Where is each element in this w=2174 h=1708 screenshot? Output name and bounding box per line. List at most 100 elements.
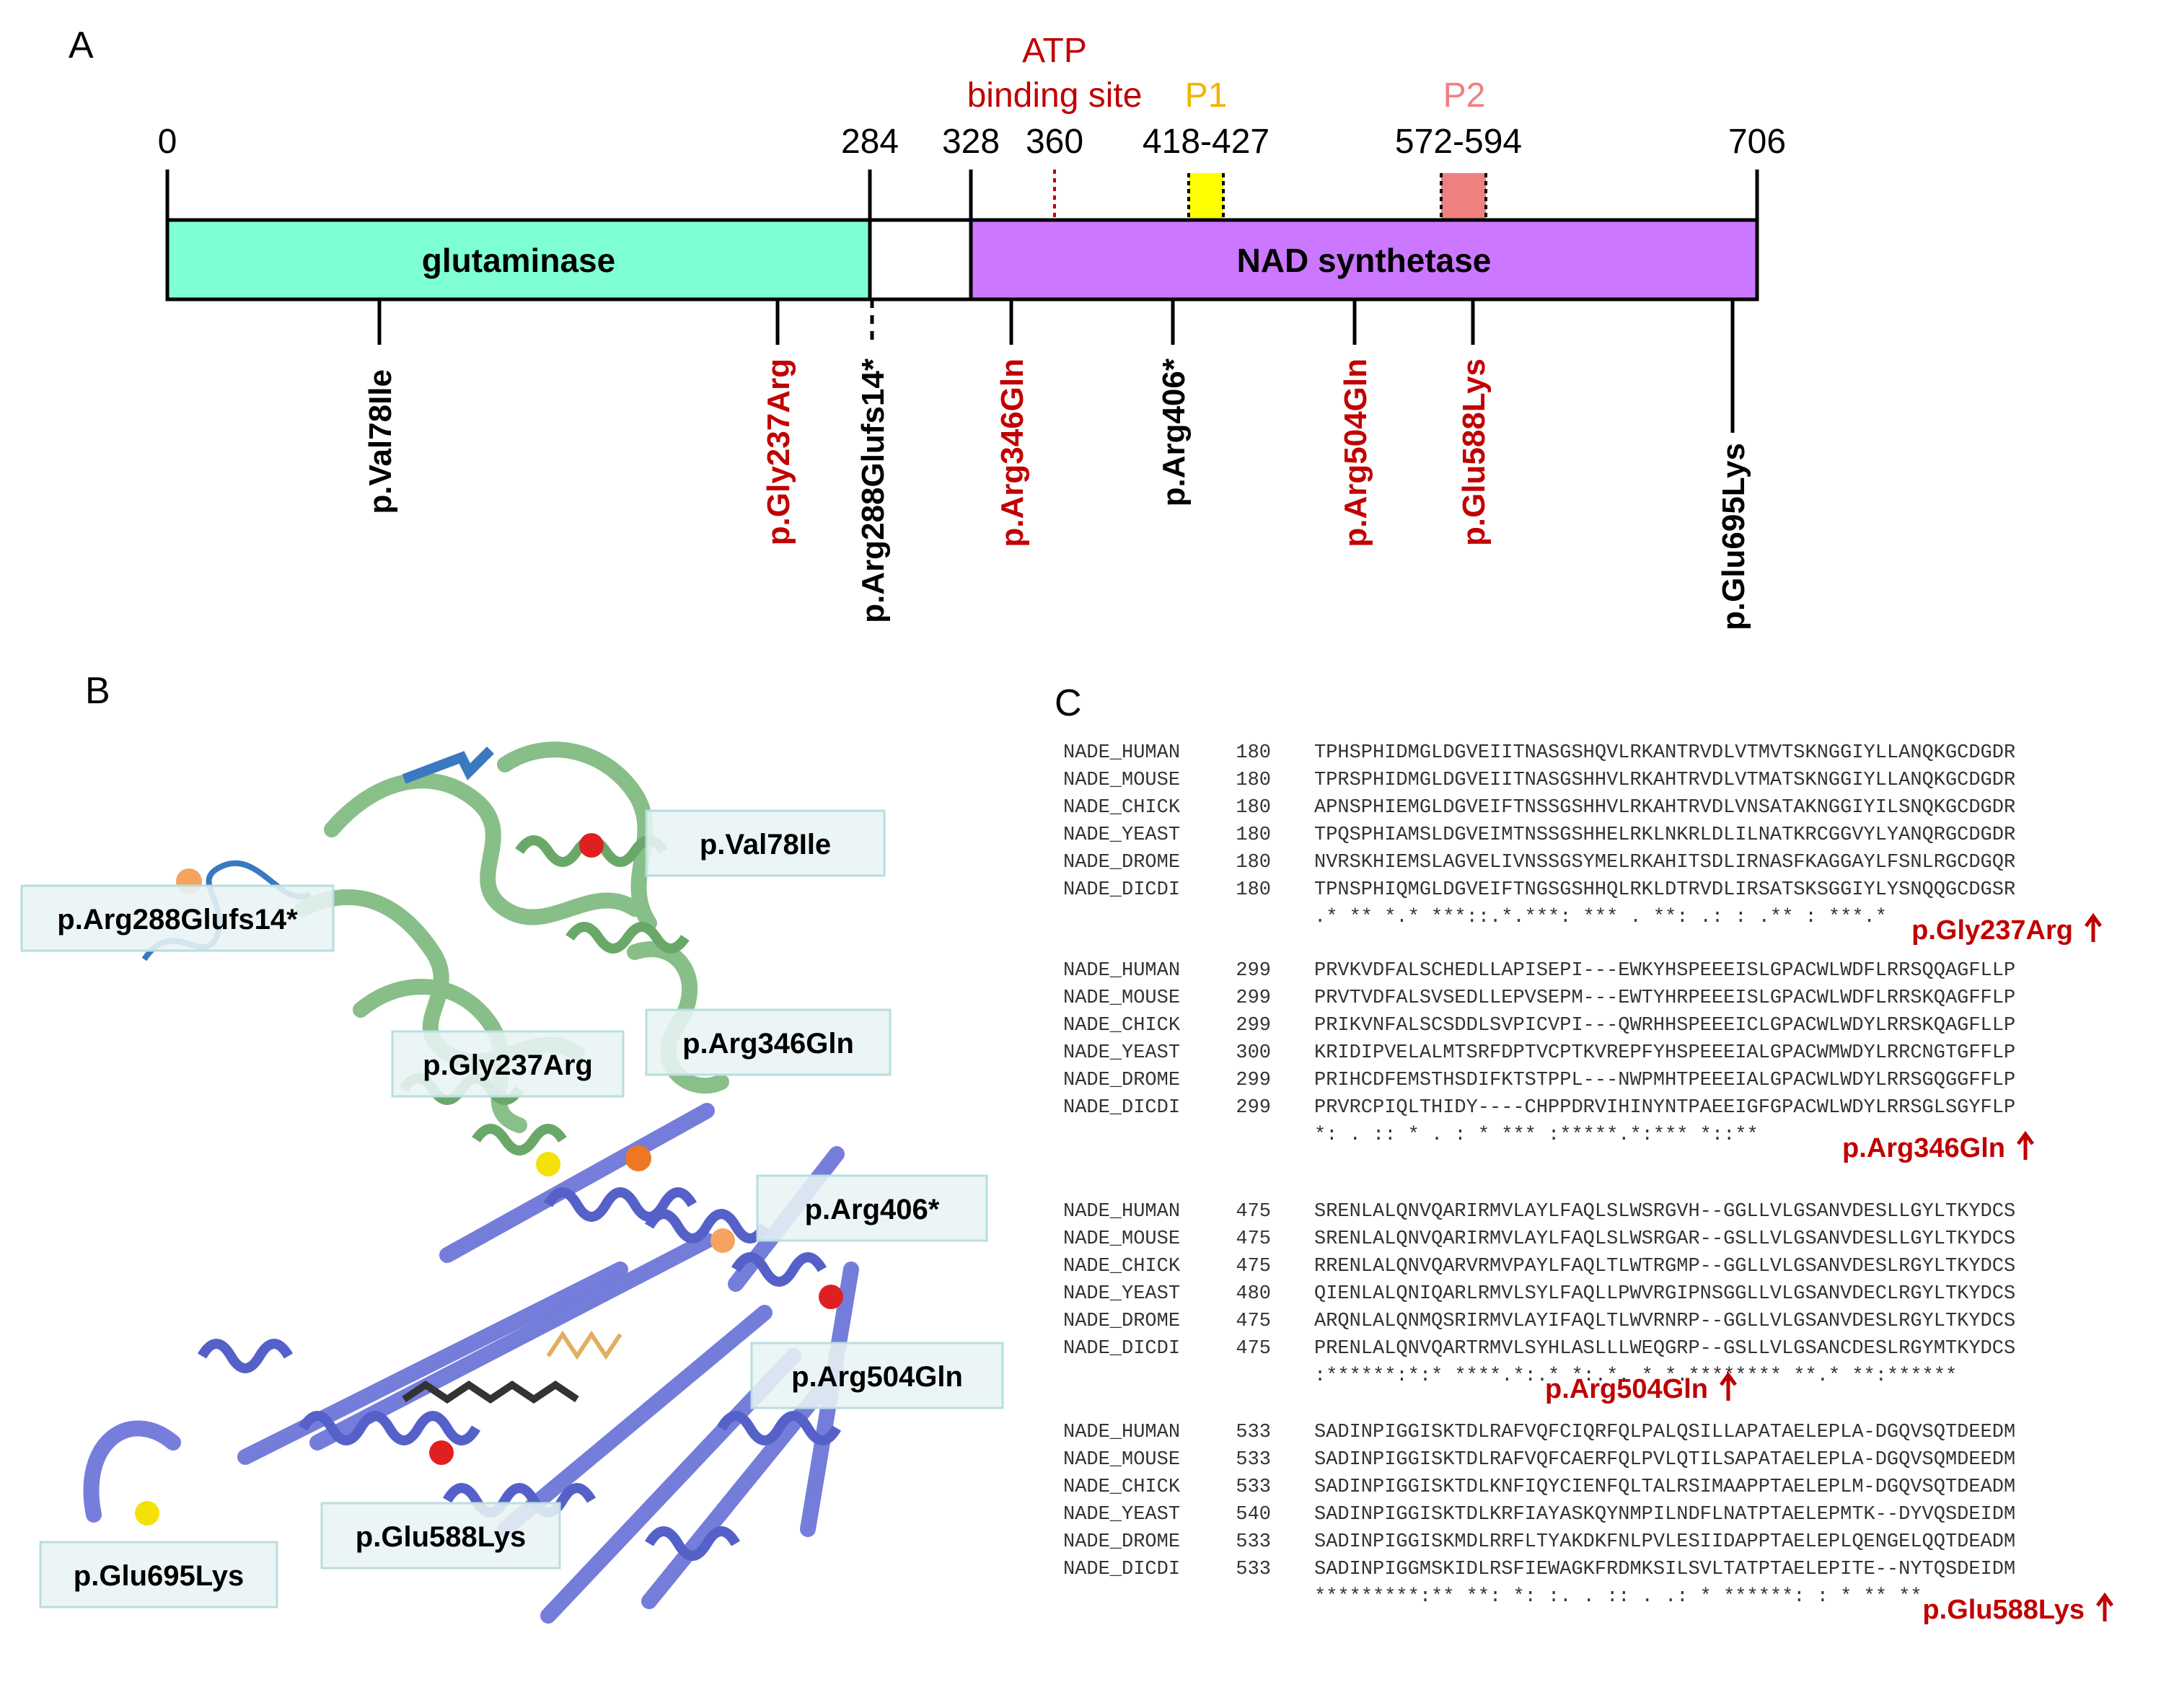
seq-residues: PRENLALQNVQARTRMVLSYHLASLLLWEQGRP--GSLLV… xyxy=(1314,1338,2015,1360)
seq-residues: TPRSPHIDMGLDGVEIITNASGSHHVLRKAHTRVDLVTMA… xyxy=(1314,770,2015,791)
label-gly237arg: p.Gly237Arg xyxy=(423,1049,593,1081)
label-glu695lys: p.Glu695Lys xyxy=(74,1560,244,1592)
seq-start-pos: 299 xyxy=(1236,1015,1271,1036)
p1-label: P1 xyxy=(1185,76,1228,115)
sphere-arg406 xyxy=(710,1228,735,1253)
label-glu588lys: p.Glu588Lys xyxy=(356,1521,526,1553)
seq-start-pos: 533 xyxy=(1236,1476,1271,1498)
seq-name: NADE_DICDI xyxy=(1063,1559,1180,1580)
seq-residues: PRIHCDFEMSTHSDIFKTSTPPL---NWPMHTPEEEIALG… xyxy=(1314,1070,2015,1091)
panel-c: C NADE_HUMAN 180 TPHSPHIDMGLDGVEIITNASGSHQ… xyxy=(1055,682,2114,1625)
variant-lines xyxy=(377,299,1735,433)
variant-arg346gln: p.Arg346Gln xyxy=(995,358,1030,547)
seq-name: NADE_YEAST xyxy=(1063,1042,1180,1064)
seq-residues: SADINPIGGMSKIDLRSFIEWAGKFRDMKSILSVLTATPT… xyxy=(1314,1559,2015,1580)
seq-start-pos: 540 xyxy=(1236,1504,1271,1526)
seq-residues: SADINPIGGISKMDLRRFLTYAKDKFNLPVLESIIDAPPT… xyxy=(1314,1531,2015,1553)
atp-label-line2: binding site xyxy=(967,76,1143,115)
blue-strand xyxy=(402,747,494,784)
panel-a-label: A xyxy=(69,25,94,66)
seq-start-pos: 475 xyxy=(1236,1338,1271,1360)
variant-gly237arg: p.Gly237Arg xyxy=(761,358,796,545)
ligand xyxy=(402,1380,579,1404)
panel-b: B xyxy=(20,670,1004,1624)
seq-start-pos: 299 xyxy=(1236,1070,1271,1091)
alignment-mutation-label: p.Arg504Gln xyxy=(1545,1374,1708,1404)
alignment-mutation-label: p.Glu588Lys xyxy=(1922,1595,2085,1625)
seq-name: NADE_HUMAN xyxy=(1063,1422,1180,1443)
seq-name: NADE_HUMAN xyxy=(1063,742,1180,764)
p2-region xyxy=(1441,173,1486,220)
variant-val78ile: p.Val78Ile xyxy=(363,369,398,514)
seq-start-pos: 180 xyxy=(1236,879,1271,901)
mutation-arrow-icon xyxy=(2084,912,2103,942)
seq-start-pos: 533 xyxy=(1236,1559,1271,1580)
seq-residues: PRVRCPIQLTHIDY----CHPPDRVIHINYNTPAEEIGFG… xyxy=(1314,1097,2015,1119)
seq-start-pos: 475 xyxy=(1236,1201,1271,1223)
seq-start-pos: 480 xyxy=(1236,1283,1271,1305)
seq-residues: APNSPHIEMGLDGVEIFTNSSGSHHVLRKAHTRVDLVNSA… xyxy=(1314,797,2015,819)
scale-418-427: 418-427 xyxy=(1143,123,1269,161)
seq-name: NADE_MOUSE xyxy=(1063,1449,1180,1471)
variant-glu588lys: p.Glu588Lys xyxy=(1456,358,1492,546)
conservation-line: .* ** *.* ***::.*.***: *** . **: .: : .*… xyxy=(1314,907,1887,928)
variant-arg288glufs14: p.Arg288Glufs14* xyxy=(855,358,891,623)
conservation-line: *********:** **: *: :. . :: . .: * *****… xyxy=(1314,1586,1922,1608)
sphere-val78 xyxy=(579,833,604,858)
sequence-alignment: NADE_HUMAN 180 TPHSPHIDMGLDGVEIITNASGSHQVL… xyxy=(1063,742,2114,1625)
variant-arg504gln: p.Arg504Gln xyxy=(1338,358,1373,547)
panel-b-label: B xyxy=(85,670,110,712)
seq-name: NADE_CHICK xyxy=(1063,797,1181,819)
seq-residues: ARQNLALQNMQSRIRMVLAYIFAQLTLWVRNRP--GGLLV… xyxy=(1314,1311,2015,1332)
seq-name: NADE_CHICK xyxy=(1063,1256,1181,1277)
seq-name: NADE_DROME xyxy=(1063,1531,1180,1553)
seq-residues: KRIDIPVELALMTSRFDPTVCPTKVREPFYHSPEEEIALG… xyxy=(1314,1042,2015,1064)
seq-start-pos: 180 xyxy=(1236,742,1271,764)
seq-name: NADE_CHICK xyxy=(1063,1015,1181,1036)
seq-name: NADE_DICDI xyxy=(1063,1338,1180,1360)
atp-label-line1: ATP xyxy=(1022,32,1087,70)
seq-residues: SADINPIGGISKTDLKRFIAYASKQYNMPILNDFLNATPT… xyxy=(1314,1504,2015,1526)
glutaminase-domain xyxy=(165,218,872,301)
label-val78ile: p.Val78Ile xyxy=(700,829,831,860)
seq-residues: NVRSKHIEMSLAGVELIVNSSGSYMELRKAHITSDLIRNA… xyxy=(1314,852,2015,873)
nad-synthetase-helices xyxy=(197,1187,842,1561)
label-arg288glufs14: p.Arg288Glufs14* xyxy=(57,904,298,936)
linker-region xyxy=(868,218,973,301)
seq-start-pos: 180 xyxy=(1236,797,1271,819)
seq-name: NADE_DICDI xyxy=(1063,1097,1180,1119)
glutaminase-label: glutaminase xyxy=(422,242,615,279)
mutation-arrow-icon xyxy=(1719,1371,1738,1401)
seq-start-pos: 180 xyxy=(1236,770,1271,791)
seq-residues: SADINPIGGISKTDLKNFIQYCIENFQLTALRSIMAAPPT… xyxy=(1314,1476,2015,1498)
seq-residues: SRENLALQNVQARIRMVLAYLFAQLSLWSRGVH--GGLLV… xyxy=(1314,1201,2015,1223)
seq-start-pos: 533 xyxy=(1236,1422,1271,1443)
seq-name: NADE_DROME xyxy=(1063,1311,1180,1332)
variant-glu695lys: p.Glu695Lys xyxy=(1716,443,1751,630)
seq-start-pos: 475 xyxy=(1236,1256,1271,1277)
seq-start-pos: 299 xyxy=(1236,960,1271,982)
seq-name: NADE_YEAST xyxy=(1063,824,1180,846)
seq-start-pos: 533 xyxy=(1236,1531,1271,1553)
p1-region xyxy=(1189,173,1223,220)
seq-start-pos: 180 xyxy=(1236,824,1271,846)
scale-706: 706 xyxy=(1728,123,1786,161)
seq-start-pos: 299 xyxy=(1236,1097,1271,1119)
variant-arg406: p.Arg406* xyxy=(1156,358,1192,506)
seq-residues: TPHSPHIDMGLDGVEIITNASGSHQVLRKANTRVDLVTMV… xyxy=(1314,742,2015,764)
seq-residues: PRVKVDFALSCHEDLLAPISEPI---EWKYHSPEEEISLG… xyxy=(1314,960,2015,982)
label-arg504gln: p.Arg504Gln xyxy=(791,1361,963,1393)
seq-name: NADE_MOUSE xyxy=(1063,987,1180,1009)
seq-start-pos: 475 xyxy=(1236,1228,1271,1250)
sphere-arg346 xyxy=(625,1145,651,1171)
label-arg406: p.Arg406* xyxy=(805,1194,940,1225)
scale-0: 0 xyxy=(158,123,177,161)
mutation-arrow-icon xyxy=(2016,1130,2035,1160)
p2-label: P2 xyxy=(1443,76,1486,115)
seq-name: NADE_MOUSE xyxy=(1063,770,1180,791)
seq-name: NADE_YEAST xyxy=(1063,1283,1180,1305)
seq-start-pos: 300 xyxy=(1236,1042,1271,1064)
conservation-line: :******:*:* ****.*:.* *:.*. * *.********… xyxy=(1314,1365,1957,1387)
seq-residues: SADINPIGGISKTDLRAFVQFCAERFQLPVLQTILSAPAT… xyxy=(1314,1449,2015,1471)
conservation-line: *: . :: * . : * *** :*****.*:*** *::** xyxy=(1314,1124,1759,1146)
